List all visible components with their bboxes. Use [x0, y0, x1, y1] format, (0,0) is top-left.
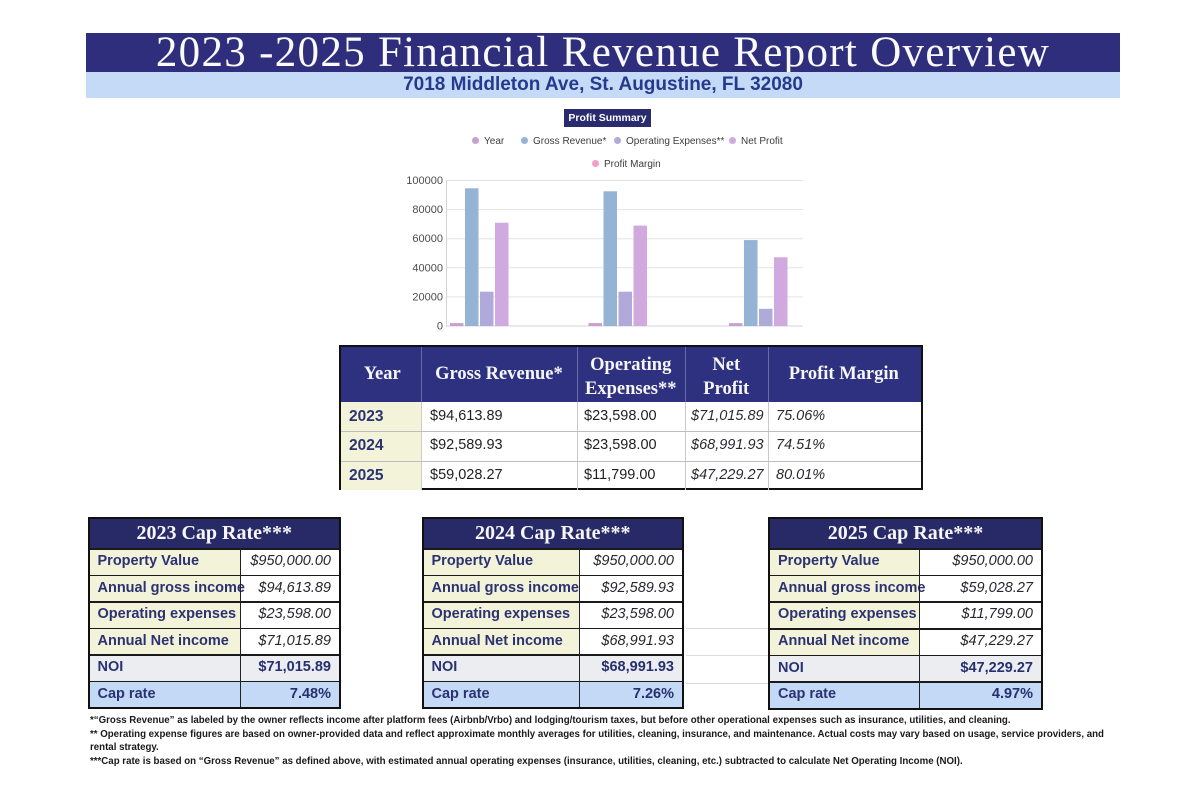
- svg-text:20000: 20000: [412, 291, 443, 303]
- svg-text:0: 0: [437, 321, 443, 333]
- svg-text:40000: 40000: [412, 262, 443, 274]
- svg-text:80000: 80000: [412, 204, 443, 216]
- svg-text:60000: 60000: [412, 233, 443, 245]
- svg-text:100000: 100000: [406, 175, 443, 187]
